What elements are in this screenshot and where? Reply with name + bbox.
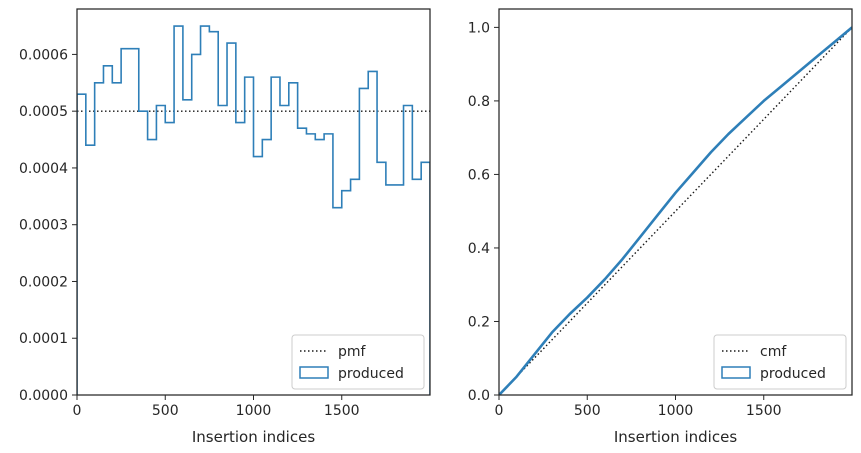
legend-marker-produced xyxy=(299,366,329,379)
y-tick-label: 0.0 xyxy=(468,388,490,404)
x-tick-label: 0 xyxy=(495,403,504,419)
legend-marker-produced xyxy=(721,366,751,379)
chart-panel-2: 0 500 1000 1500 0.0 0.2 0.4 0.6 0.8 1.0 Insertion … xyxy=(468,8,853,446)
legend-frame xyxy=(713,334,847,390)
legend-label-pmf: pmf xyxy=(338,344,367,360)
x-axis-label: Insertion indices xyxy=(614,428,737,446)
plot-area xyxy=(499,26,852,395)
legend: pmf produced xyxy=(291,334,425,390)
y-tick-label: 0.0006 xyxy=(19,47,68,63)
x-tick-label: 500 xyxy=(152,403,179,419)
legend-frame xyxy=(291,334,425,390)
y-tick-label: 0.0001 xyxy=(19,331,68,347)
legend-label-cmf: cmf xyxy=(760,344,787,360)
x-tick-label: 1500 xyxy=(746,403,782,419)
x-tick-label: 1000 xyxy=(236,403,272,419)
y-tick-label: 0.0002 xyxy=(19,274,68,290)
y-tick-label: 0.0004 xyxy=(19,161,68,177)
y-tick-label: 0.0005 xyxy=(19,104,68,120)
x-tick-label: 500 xyxy=(574,403,601,419)
x-tick-label: 1000 xyxy=(658,403,694,419)
cumulative-line-produced xyxy=(499,26,852,395)
plot-area xyxy=(77,25,430,395)
y-tick-label: 0.6 xyxy=(468,167,490,183)
x-axis-label: Insertion indices xyxy=(192,428,315,446)
legend-label-produced: produced xyxy=(760,366,826,382)
y-tick-label: 0.4 xyxy=(468,241,490,257)
reference-line-cmf xyxy=(499,26,852,395)
y-tick-label: 0.2 xyxy=(468,314,490,330)
y-tick-label: 0.0000 xyxy=(19,388,68,404)
legend-label-produced: produced xyxy=(338,366,404,382)
y-tick-label: 0.0003 xyxy=(19,218,68,234)
x-tick-label: 0 xyxy=(73,403,82,419)
chart-panel-1: 0 500 1000 1500 0.0000 0.0001 0.0002 0.0003 0.00… xyxy=(19,8,431,446)
y-tick-label: 0.8 xyxy=(468,94,490,110)
y-tick-label: 1.0 xyxy=(468,20,490,36)
x-tick-label: 1500 xyxy=(324,403,360,419)
legend: cmf produced xyxy=(713,334,847,390)
histogram-step-produced xyxy=(77,25,430,395)
